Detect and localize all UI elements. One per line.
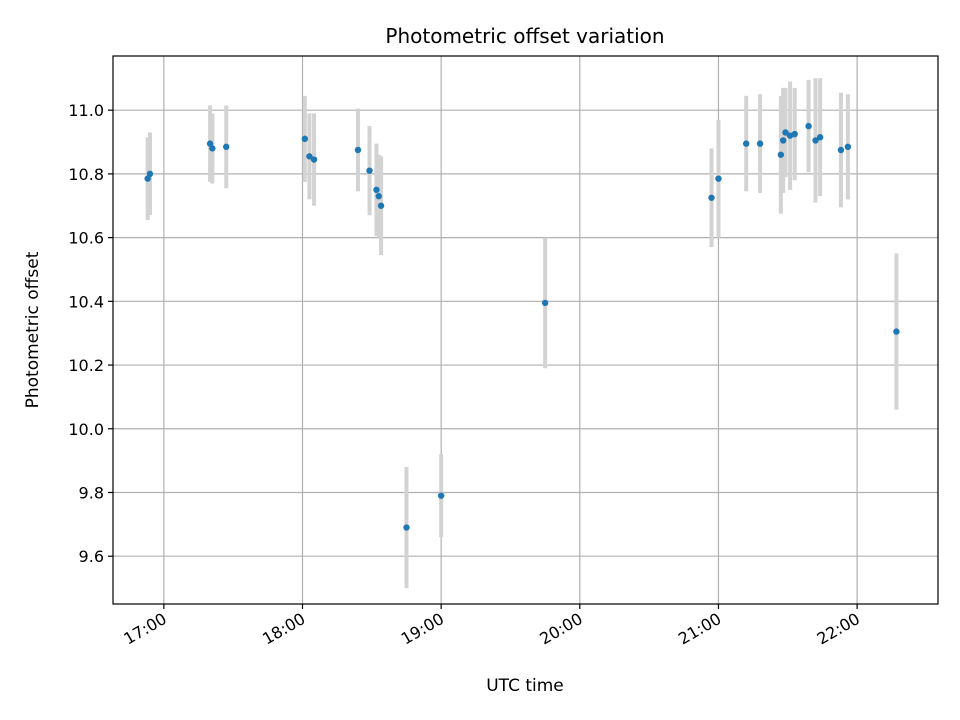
data-point: [715, 175, 722, 182]
y-tick-label: 10.4: [68, 292, 104, 311]
data-point: [756, 140, 764, 147]
data-point: [403, 524, 410, 531]
x-axis-title: UTC time: [486, 676, 564, 696]
y-tick-label: 10.0: [68, 420, 104, 439]
data-point: [373, 186, 380, 194]
error-bars: [145, 78, 899, 589]
data-point: [206, 140, 214, 147]
data-point: [541, 299, 549, 307]
data-point: [354, 146, 362, 154]
data-point: [377, 202, 385, 209]
data-point: [708, 194, 715, 201]
data-point: [223, 143, 230, 151]
y-tick-label: 9.6: [79, 547, 104, 566]
data-point: [366, 167, 373, 174]
data-point: [782, 129, 789, 136]
x-tick-label: 17:00: [120, 609, 169, 649]
data-point: [146, 170, 154, 178]
data-points: [144, 122, 900, 531]
data-point: [437, 492, 445, 499]
data-point: [144, 175, 151, 182]
data-point: [805, 122, 812, 130]
y-axis-ticks: 9.6 9.8 10.0 10.2 10.4 10.6 10.8 11.0: [68, 101, 113, 566]
data-point: [301, 135, 309, 143]
y-tick-label: 9.8: [79, 483, 104, 502]
x-tick-label: 21:00: [675, 609, 724, 649]
data-point: [209, 145, 216, 152]
x-tick-label: 19:00: [398, 609, 447, 649]
plot-frame: [112, 55, 939, 605]
data-point: [844, 143, 852, 151]
y-tick-label: 11.0: [68, 101, 104, 120]
data-point: [742, 140, 750, 147]
data-point: [310, 156, 318, 163]
x-tick-label: 20:00: [536, 609, 585, 649]
data-point: [306, 153, 313, 160]
x-axis-ticks: 17:00 18:00 19:00 20:00 21:00 22:00: [120, 604, 863, 649]
y-axis-title: Photometric offset: [23, 251, 43, 408]
data-point: [791, 130, 798, 138]
y-tick-label: 10.2: [68, 356, 104, 375]
x-tick-label: 22:00: [814, 609, 863, 649]
y-tick-label: 10.6: [68, 229, 104, 248]
data-point: [375, 192, 382, 200]
data-point: [837, 146, 845, 154]
y-tick-label: 10.8: [68, 165, 104, 184]
chart-title: Photometric offset variation: [385, 24, 664, 48]
x-tick-label: 18:00: [259, 609, 308, 649]
data-point: [812, 137, 819, 144]
data-point: [816, 134, 824, 141]
data-point: [777, 151, 785, 158]
data-point: [893, 328, 900, 335]
grid: [113, 56, 938, 604]
data-point: [779, 137, 787, 144]
